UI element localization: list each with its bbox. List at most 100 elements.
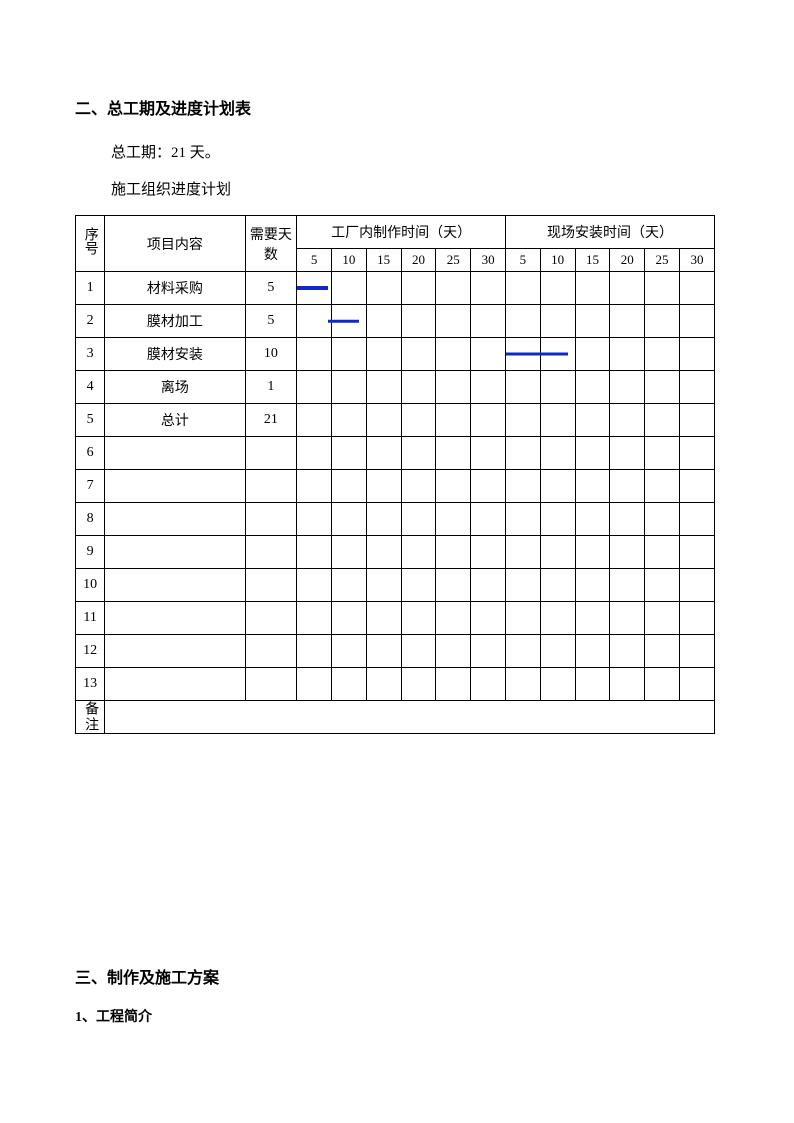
cell-days [245,668,297,701]
cell-site-5 [505,569,540,602]
cell-factory-15 [366,503,401,536]
cell-site-20 [610,668,645,701]
cell-item [105,668,245,701]
th-f-10: 10 [331,249,366,272]
cell-factory-15 [366,602,401,635]
cell-site-25 [645,602,680,635]
cell-days [245,635,297,668]
cell-site-30 [679,404,714,437]
cell-site-25 [645,503,680,536]
cell-seq: 3 [76,338,105,371]
cell-factory-15 [366,668,401,701]
th-s-15: 15 [575,249,610,272]
cell-factory-15 [366,371,401,404]
cell-days [245,602,297,635]
th-s-20: 20 [610,249,645,272]
cell-factory-5 [297,503,332,536]
cell-factory-15 [366,470,401,503]
cell-site-30 [679,305,714,338]
th-f-30: 30 [471,249,506,272]
cell-factory-30 [471,503,506,536]
cell-factory-15 [366,272,401,305]
cell-days [245,503,297,536]
cell-site-15 [575,602,610,635]
cell-site-15 [575,437,610,470]
cell-site-10 [540,272,575,305]
cell-factory-15 [366,404,401,437]
cell-site-25 [645,569,680,602]
th-factory: 工厂内制作时间（天） [297,216,506,249]
cell-factory-5 [297,305,332,338]
cell-days [245,470,297,503]
cell-seq: 7 [76,470,105,503]
cell-factory-10 [331,338,366,371]
cell-item [105,503,245,536]
notes-label: 备注 [76,701,105,734]
cell-site-5 [505,338,540,371]
table-row: 2膜材加工5 [76,305,715,338]
cell-item [105,602,245,635]
cell-site-30 [679,371,714,404]
cell-factory-10 [331,470,366,503]
notes-content [105,701,715,734]
cell-site-25 [645,272,680,305]
cell-seq: 6 [76,437,105,470]
th-s-5: 5 [505,249,540,272]
cell-seq: 8 [76,503,105,536]
header-row-1: 序号 项目内容 需要天数 工厂内制作时间（天） 现场安装时间（天） [76,216,715,249]
cell-factory-20 [401,437,436,470]
cell-site-15 [575,404,610,437]
cell-days: 10 [245,338,297,371]
th-s-25: 25 [645,249,680,272]
cell-site-5 [505,404,540,437]
cell-factory-20 [401,305,436,338]
cell-factory-30 [471,470,506,503]
cell-factory-20 [401,404,436,437]
cell-factory-20 [401,602,436,635]
cell-site-10 [540,569,575,602]
cell-factory-25 [436,569,471,602]
cell-factory-10 [331,437,366,470]
cell-factory-25 [436,602,471,635]
table-row: 12 [76,635,715,668]
th-seq: 序号 [76,216,105,272]
cell-site-15 [575,272,610,305]
cell-site-20 [610,404,645,437]
cell-site-15 [575,503,610,536]
cell-seq: 10 [76,569,105,602]
th-f-5: 5 [297,249,332,272]
cell-factory-20 [401,536,436,569]
table-row: 3膜材安装10 [76,338,715,371]
cell-factory-25 [436,371,471,404]
cell-seq: 2 [76,305,105,338]
cell-factory-25 [436,470,471,503]
th-f-15: 15 [366,249,401,272]
cell-item [105,569,245,602]
cell-factory-30 [471,338,506,371]
cell-site-15 [575,305,610,338]
cell-site-25 [645,404,680,437]
cell-site-25 [645,371,680,404]
cell-factory-25 [436,437,471,470]
cell-site-5 [505,305,540,338]
cell-site-5 [505,536,540,569]
cell-site-15 [575,635,610,668]
cell-factory-25 [436,305,471,338]
cell-factory-30 [471,635,506,668]
cell-site-15 [575,668,610,701]
cell-factory-5 [297,668,332,701]
cell-item [105,437,245,470]
cell-factory-5 [297,536,332,569]
cell-days [245,569,297,602]
cell-factory-30 [471,371,506,404]
cell-site-15 [575,470,610,503]
cell-site-10 [540,371,575,404]
cell-factory-10 [331,536,366,569]
cell-days [245,437,297,470]
cell-site-10 [540,305,575,338]
gantt-table: 序号 项目内容 需要天数 工厂内制作时间（天） 现场安装时间（天） 5 10 1… [75,215,715,734]
cell-item [105,470,245,503]
cell-factory-30 [471,305,506,338]
cell-factory-10 [331,503,366,536]
notes-row: 备注 [76,701,715,734]
